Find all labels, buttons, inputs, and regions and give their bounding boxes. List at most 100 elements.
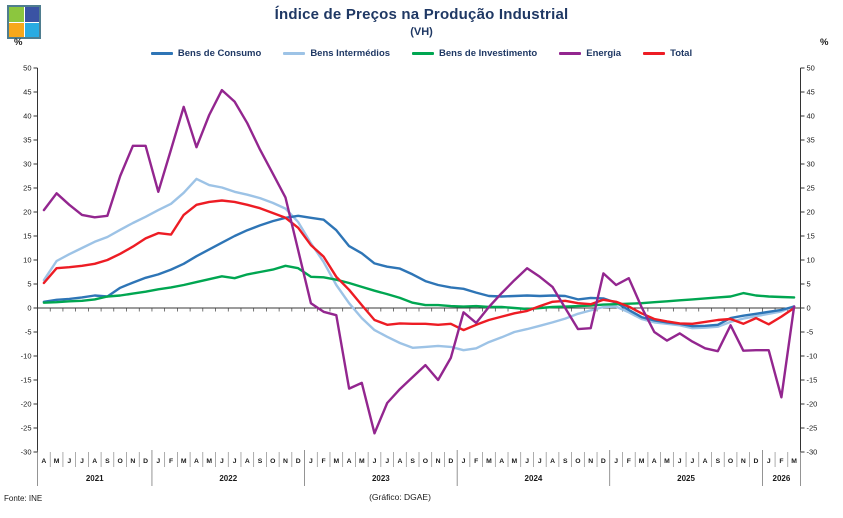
x-month-label: M (181, 458, 187, 465)
x-month-label: F (474, 458, 478, 465)
x-month-label: S (258, 458, 263, 465)
x-year-label-2021: 2021 (86, 474, 104, 483)
x-month-label: A (652, 458, 657, 465)
series-line-bens-de-investimento (42, 264, 796, 311)
x-month-label: A (245, 458, 250, 465)
y-tick-label-left: -20 (21, 400, 32, 409)
x-month-label: J (678, 458, 682, 465)
x-month-label: M (664, 458, 670, 465)
y-tick-label-right: -25 (807, 424, 818, 433)
x-month-label: S (105, 458, 110, 465)
x-month-label: A (703, 458, 708, 465)
legend-label-bens-de-investimento: Bens de Investimento (439, 48, 538, 59)
x-month-label: M (206, 458, 212, 465)
y-tick-label-right: 15 (807, 232, 815, 241)
y-tick-label-right: -20 (807, 400, 818, 409)
x-month-label: M (359, 458, 365, 465)
legend-label-bens-interm-dios: Bens Intermédios (310, 48, 391, 59)
x-month-label: A (92, 458, 97, 465)
logo-square-lightblue (24, 22, 39, 37)
legend-item-bens-de-consumo: Bens de Consumo (150, 48, 262, 59)
x-month-label: N (741, 458, 746, 465)
series-line-energia (42, 88, 796, 435)
x-year-label-2023: 2023 (372, 474, 390, 483)
x-month-label: N (283, 458, 288, 465)
x-month-label: O (423, 458, 428, 465)
legend-swatch-energia (559, 52, 582, 55)
y-tick-label-left: -5 (25, 328, 32, 337)
y-tick-label-left: -10 (21, 352, 32, 361)
x-month-label: J (614, 458, 618, 465)
x-month-label: S (716, 458, 721, 465)
y-tick-label-right: 40 (807, 112, 815, 121)
x-month-label: M (512, 458, 518, 465)
chart-title: Índice de Preços na Produção Industrial (274, 6, 569, 23)
legend-label-bens-de-consumo: Bens de Consumo (177, 48, 262, 59)
y-tick-label-left: -15 (21, 376, 32, 385)
x-month-label: J (462, 458, 466, 465)
y-tick-label-left: 35 (23, 136, 31, 145)
x-month-label: J (309, 458, 313, 465)
x-month-label: D (296, 458, 301, 465)
ine-logo (7, 5, 41, 39)
x-month-label: J (156, 458, 160, 465)
x-month-label: A (347, 458, 352, 465)
x-month-label: J (767, 458, 771, 465)
x-month-label: M (334, 458, 340, 465)
x-year-label-2022: 2022 (219, 474, 237, 483)
x-month-label: M (791, 458, 797, 465)
y-tick-label-left: -25 (21, 424, 32, 433)
x-month-label: J (525, 458, 529, 465)
right-axis-unit-label: % (820, 37, 829, 48)
logo-square-green (9, 7, 24, 22)
y-tick-label-left: 5 (27, 280, 31, 289)
x-month-label: J (373, 458, 377, 465)
left-axis-unit-label: % (14, 37, 23, 48)
x-month-label: F (322, 458, 326, 465)
x-month-label: J (538, 458, 542, 465)
chart-subtitle: (VH) (410, 26, 433, 38)
y-tick-label-left: -30 (21, 448, 32, 457)
x-month-label: D (448, 458, 453, 465)
legend-label-total: Total (670, 48, 693, 59)
x-month-label: M (486, 458, 492, 465)
x-month-label: J (233, 458, 237, 465)
data-source-label: Fonte: INE (4, 494, 43, 503)
legend-label-energia: Energia (586, 48, 622, 59)
x-month-label: J (691, 458, 695, 465)
x-year-label-2024: 2024 (525, 474, 543, 483)
legend-swatch-total (643, 52, 666, 55)
x-month-label: F (779, 458, 783, 465)
x-month-label: J (67, 458, 71, 465)
x-month-label: D (754, 458, 759, 465)
x-month-label: J (80, 458, 84, 465)
y-tick-label-right: -30 (807, 448, 818, 457)
x-month-label: J (220, 458, 224, 465)
x-year-label-2025: 2025 (677, 474, 695, 483)
chart-legend: Bens de Consumo Bens Intermédios Bens de I… (0, 48, 843, 59)
logo-square-orange (9, 22, 24, 37)
chart-credit-label: (Gráfico: DGAE) (369, 492, 431, 502)
x-month-label: D (143, 458, 148, 465)
legend-item-bens-de-investimento: Bens de Investimento (412, 48, 537, 59)
x-month-label: N (130, 458, 135, 465)
series-line-total (42, 199, 796, 332)
x-month-label: S (563, 458, 568, 465)
y-tick-label-right: 50 (807, 64, 815, 73)
x-month-label: M (54, 458, 60, 465)
x-month-label: M (639, 458, 645, 465)
x-month-label: A (194, 458, 199, 465)
legend-swatch-bens-de-investimento (412, 52, 435, 55)
y-tick-label-left: 40 (23, 112, 31, 121)
x-month-label: A (397, 458, 402, 465)
logo-square-blue (24, 7, 39, 22)
legend-item-bens-interm-dios: Bens Intermédios (283, 48, 390, 59)
x-month-label: O (270, 458, 275, 465)
legend-swatch-bens-interm-dios (283, 52, 306, 55)
y-tick-label-left: 0 (27, 304, 31, 313)
x-month-label: A (550, 458, 555, 465)
legend-swatch-bens-de-consumo (150, 52, 173, 55)
x-month-label: O (575, 458, 580, 465)
y-tick-label-left: 15 (23, 232, 31, 241)
y-tick-label-left: 20 (23, 208, 31, 217)
